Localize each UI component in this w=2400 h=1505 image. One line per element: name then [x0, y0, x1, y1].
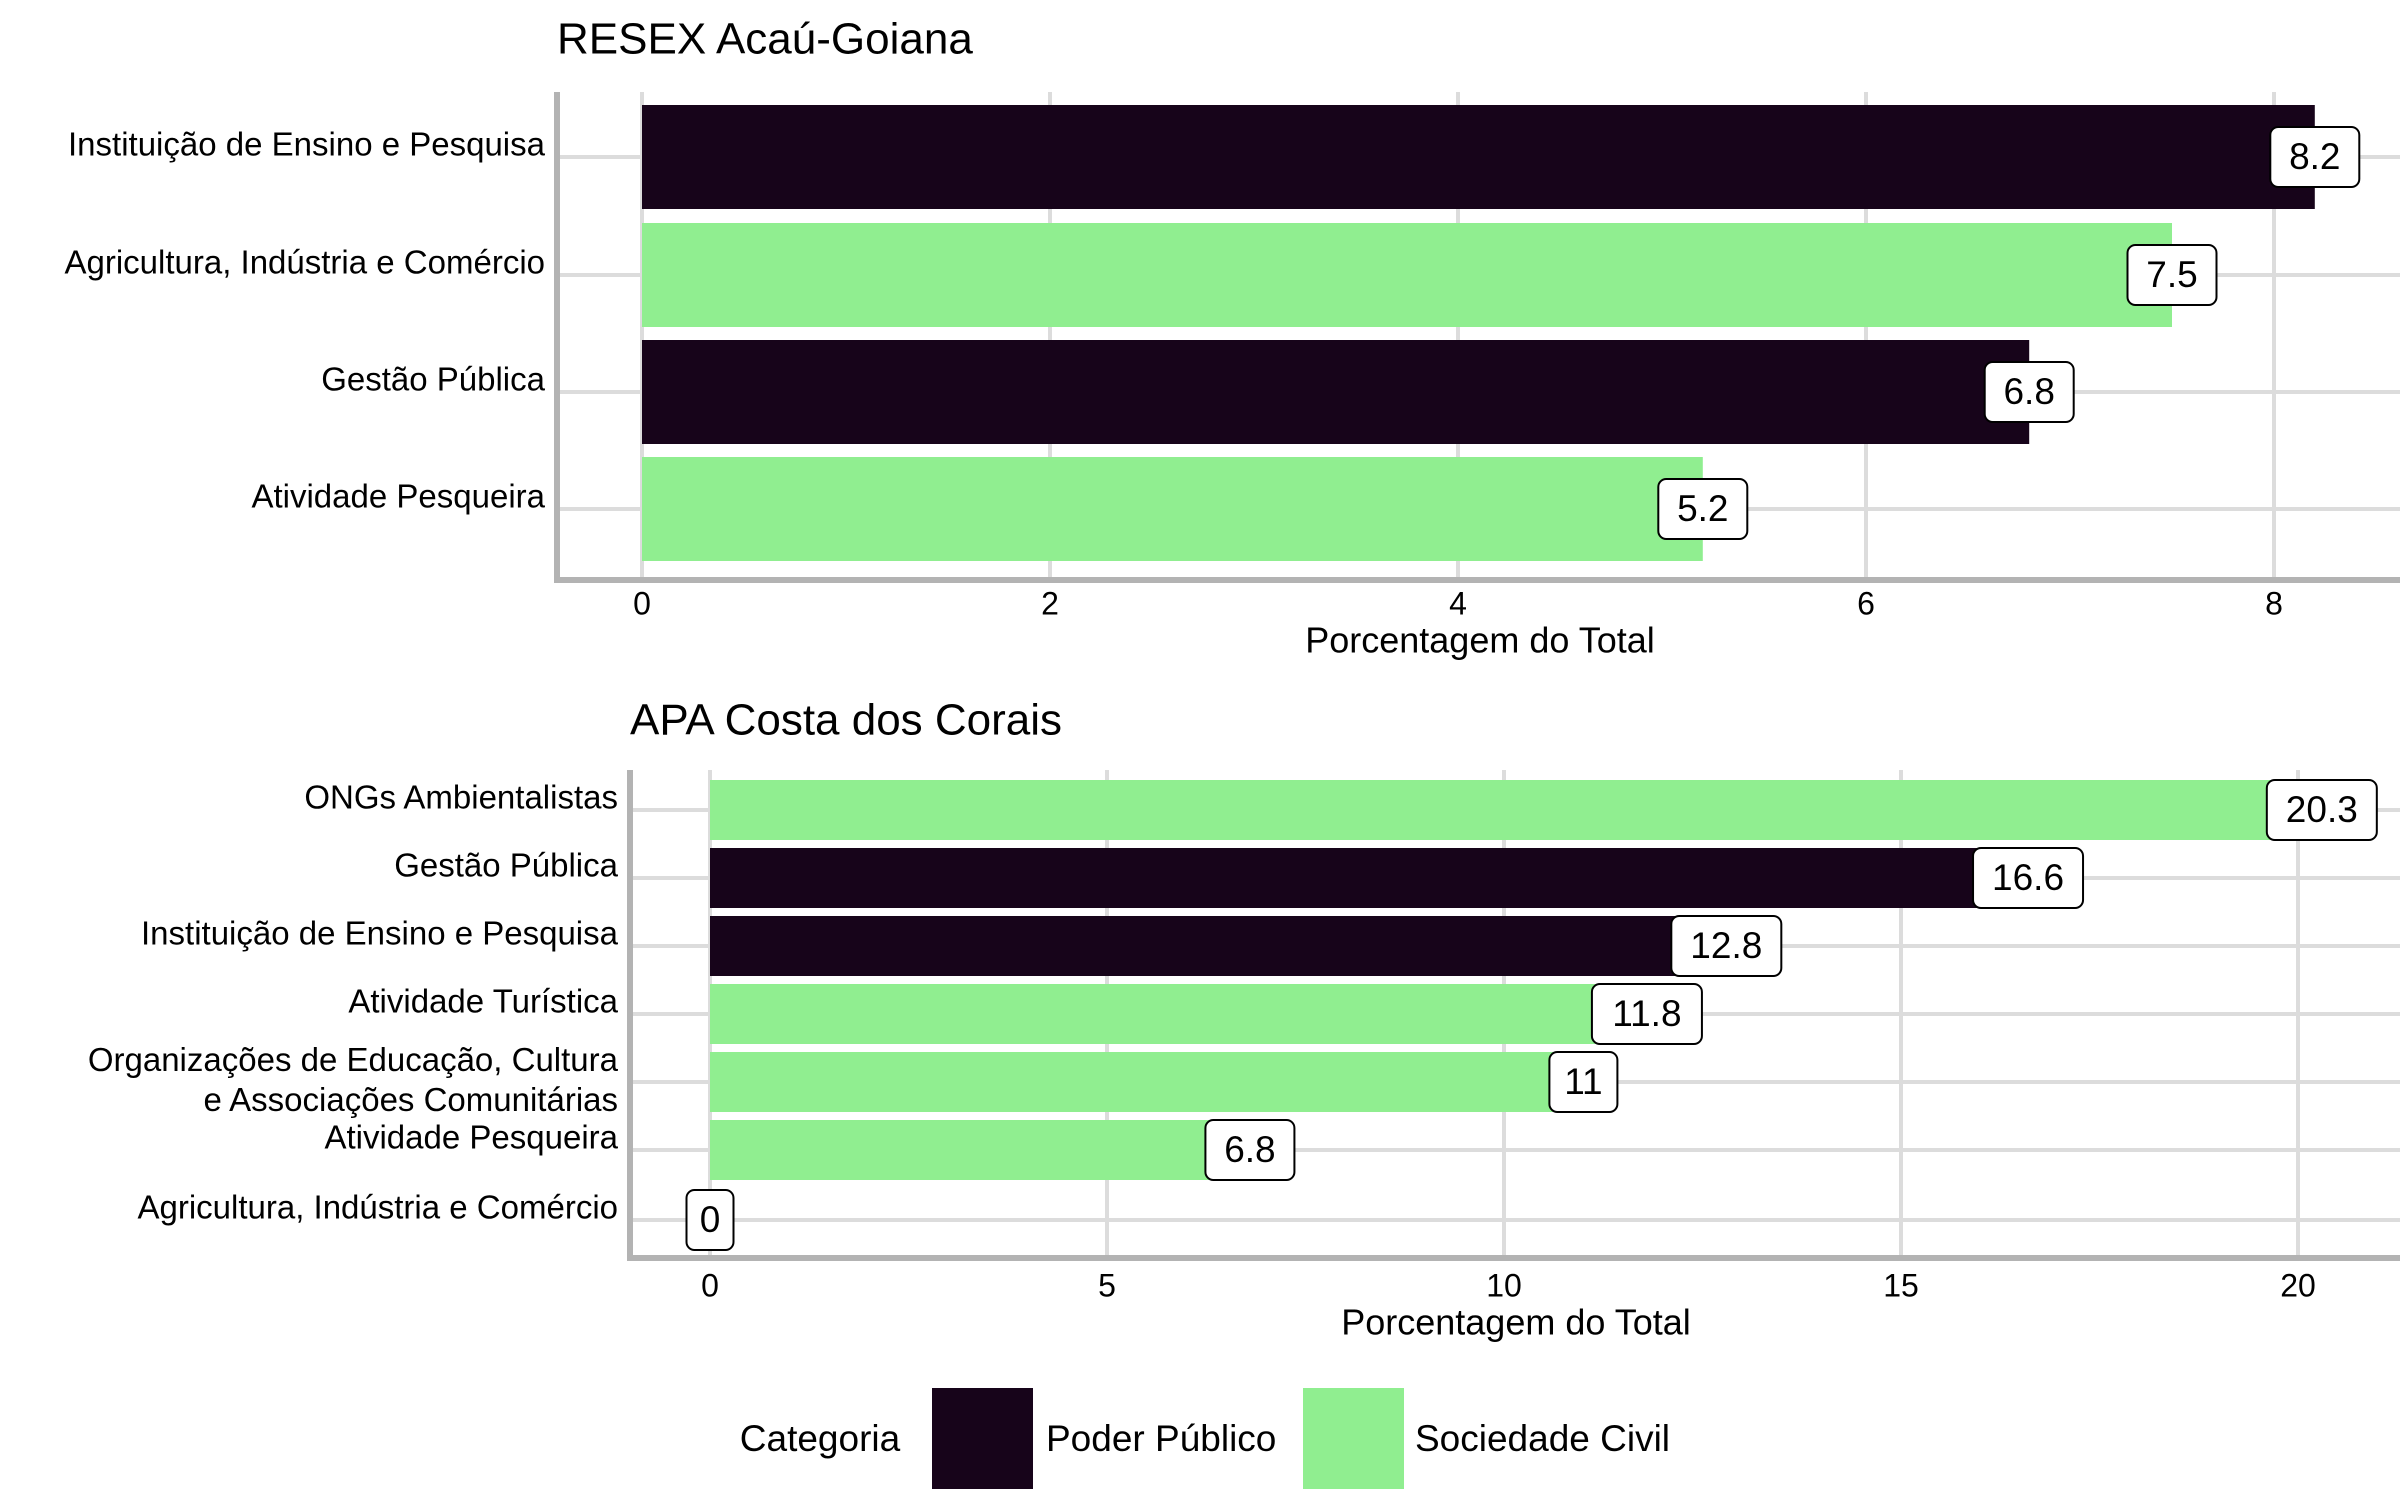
bar	[710, 916, 1727, 976]
data-label-box	[1548, 1051, 1619, 1113]
data-label: 8.2	[2289, 136, 2340, 177]
x-tick-label: 6	[1857, 585, 1875, 621]
data-label: 11.8	[1612, 993, 1681, 1034]
x-tick-label: 8	[2265, 585, 2283, 621]
x-axis-title: Porcentagem do Total	[1341, 1302, 1691, 1343]
data-label: 6.8	[1224, 1129, 1275, 1170]
data-label: 16.6	[1992, 857, 2064, 898]
y-tick-label-line: Organizações de Educação, Cultura	[88, 1041, 619, 1078]
legend-label: Sociedade Civil	[1415, 1418, 1670, 1459]
chart-title: APA Costa dos Corais	[630, 696, 1062, 745]
data-label-box	[1670, 915, 1783, 977]
y-tick-label: Gestão Pública	[321, 361, 545, 398]
bar	[642, 105, 2315, 209]
data-label: 5.2	[1677, 488, 1728, 529]
data-label: 0	[700, 1199, 721, 1240]
y-tick-label: Instituição de Ensino e Pesquisa	[68, 126, 546, 163]
x-tick-label: 15	[1883, 1267, 1919, 1303]
chart-title: RESEX Acaú-Goiana	[557, 15, 973, 64]
y-tick-label: Organizações de Educação, Cultura e Assoc…	[88, 1041, 619, 1118]
y-tick-label-line: e Associações Comunitárias	[203, 1081, 618, 1118]
x-tick-label: 2	[1041, 585, 1059, 621]
bar	[642, 457, 1703, 561]
data-label: 7.5	[2146, 254, 2197, 295]
legend-title: Categoria	[740, 1418, 901, 1459]
legend-key	[1303, 1388, 1404, 1489]
x-tick-label: 4	[1449, 585, 1467, 621]
x-tick-label: 0	[701, 1267, 719, 1303]
data-label: 12.8	[1690, 925, 1762, 966]
data-label-box	[1590, 983, 1703, 1045]
y-tick-label: Instituição de Ensino e Pesquisa	[141, 915, 619, 952]
data-label-box	[1657, 478, 1749, 540]
data-label-box	[1983, 361, 2075, 423]
y-tick-label: ONGs Ambientalistas	[304, 779, 618, 816]
y-tick-label: Atividade Pesqueira	[251, 478, 545, 515]
x-axis-title: Porcentagem do Total	[1305, 620, 1655, 661]
data-label-box	[2269, 126, 2361, 188]
legend-key	[932, 1388, 1033, 1489]
y-tick-label: Agricultura, Indústria e Comércio	[64, 244, 545, 281]
bar	[710, 848, 2029, 908]
x-tick-label: 5	[1098, 1267, 1116, 1303]
data-label-box	[685, 1189, 735, 1251]
legend-label: Poder Público	[1046, 1418, 1276, 1459]
data-label-box	[1972, 847, 2085, 909]
x-tick-label: 20	[2280, 1267, 2316, 1303]
data-label-box	[2126, 244, 2218, 306]
data-label: 6.8	[2003, 371, 2054, 412]
bar	[710, 1052, 1584, 1112]
bar	[642, 340, 2030, 444]
bar	[710, 984, 1647, 1044]
bar	[710, 780, 2322, 840]
bar	[710, 1120, 1250, 1180]
bar	[642, 223, 2172, 327]
x-tick-label: 0	[633, 585, 651, 621]
x-tick-label: 10	[1486, 1267, 1522, 1303]
y-tick-label: Atividade Pesqueira	[324, 1119, 618, 1156]
data-label-box	[2265, 779, 2378, 841]
data-label-box	[1204, 1119, 1296, 1181]
y-tick-label: Atividade Turística	[348, 983, 618, 1020]
data-label: 11	[1564, 1061, 1602, 1102]
y-tick-label: Agricultura, Indústria e Comércio	[137, 1189, 618, 1226]
data-label: 20.3	[2286, 789, 2358, 830]
y-tick-label: Gestão Pública	[394, 847, 618, 884]
